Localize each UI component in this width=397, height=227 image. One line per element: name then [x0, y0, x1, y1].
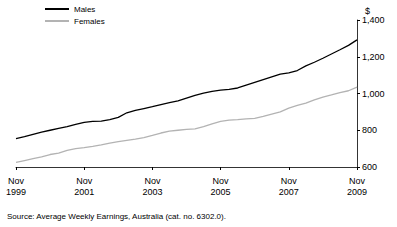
svg-text:Nov: Nov [76, 176, 93, 186]
svg-text:1,000: 1,000 [362, 89, 385, 99]
svg-text:2001: 2001 [74, 187, 94, 197]
svg-text:2005: 2005 [211, 187, 231, 197]
svg-text:Source: Average Weekly Earning: Source: Average Weekly Earnings, Austral… [7, 212, 226, 221]
svg-text:Males: Males [74, 5, 95, 14]
svg-text:2003: 2003 [142, 187, 162, 197]
svg-text:Nov: Nov [349, 176, 366, 186]
svg-text:Females: Females [74, 17, 105, 26]
svg-text:Nov: Nov [144, 176, 161, 186]
svg-text:Nov: Nov [281, 176, 298, 186]
svg-text:Nov: Nov [8, 176, 25, 186]
svg-text:1,400: 1,400 [362, 15, 385, 25]
svg-text:Nov: Nov [213, 176, 230, 186]
svg-text:1,200: 1,200 [362, 52, 385, 62]
svg-text:800: 800 [362, 125, 377, 135]
svg-text:1999: 1999 [6, 187, 26, 197]
svg-text:600: 600 [362, 162, 377, 172]
svg-text:2009: 2009 [347, 187, 367, 197]
svg-text:2007: 2007 [279, 187, 299, 197]
